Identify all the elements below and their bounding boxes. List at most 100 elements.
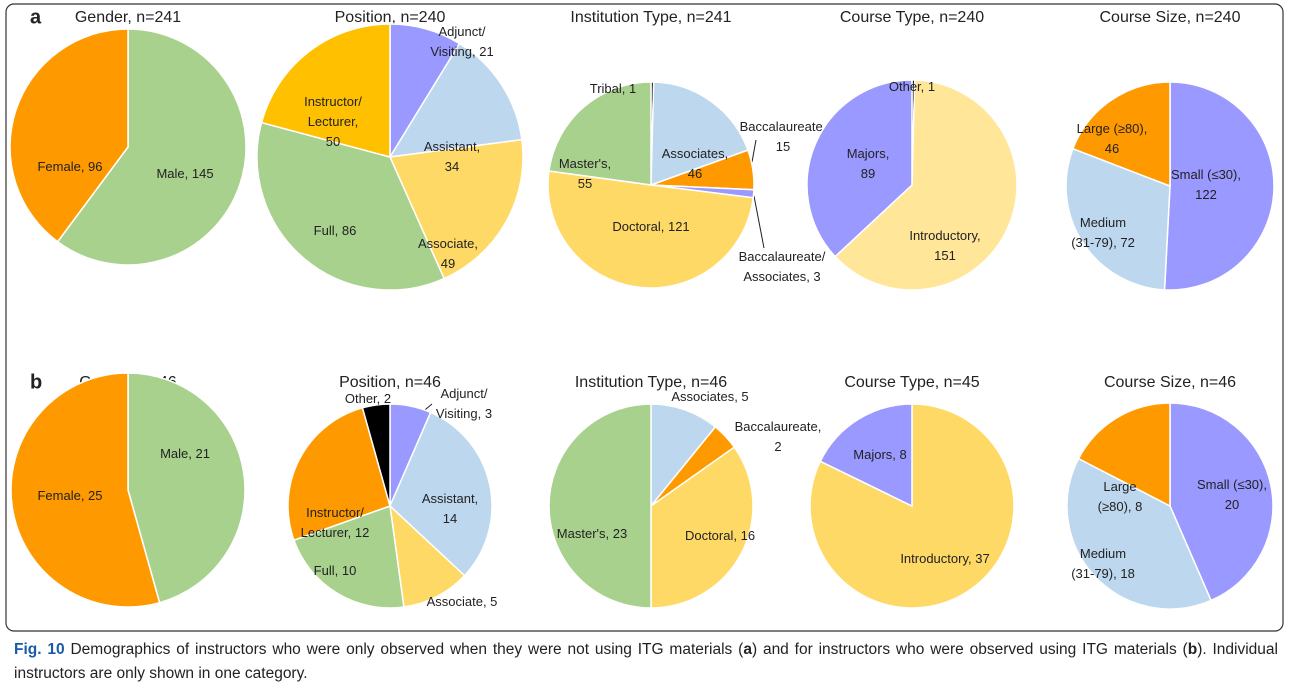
- slice-label: Medium (31-79), 18: [1071, 546, 1135, 581]
- pie-slice: [819, 403, 913, 508]
- slice-label-line: 46: [1105, 141, 1119, 156]
- pie-slice: [1066, 457, 1213, 610]
- pie-slice: [806, 79, 913, 258]
- slice-label-line: Female, 96: [37, 159, 102, 174]
- pie-slice: [1169, 402, 1274, 602]
- slice-label: Small (≤30), 20: [1197, 477, 1267, 512]
- pie-slice: [287, 406, 391, 542]
- pie-slice: [389, 411, 493, 577]
- chart-title: Gender, n=241: [75, 9, 181, 26]
- slice-label: Large (≥80), 46: [1077, 121, 1148, 156]
- slice-label-line: Assistant,: [424, 139, 480, 154]
- pie-slice: [1077, 402, 1171, 508]
- slice-label: Full, 10: [314, 563, 357, 578]
- caption-text: Fig. 10: [14, 641, 65, 658]
- pie-slice: [650, 446, 754, 609]
- figure-border: [5, 3, 1284, 632]
- slice-label-line: 55: [578, 176, 592, 191]
- slice-label-line: 46: [688, 166, 702, 181]
- chart-title: Course Size, n=46: [1104, 374, 1236, 391]
- caption-text: b: [1187, 641, 1198, 658]
- chart-title: Institution Type, n=241: [570, 9, 731, 26]
- slice-label-line: (31-79), 18: [1071, 566, 1135, 581]
- slice-label-line: Introductory,: [909, 228, 980, 243]
- slice-label: Other, 1: [889, 79, 935, 94]
- slice-label-line: Baccalaureate,: [740, 119, 827, 134]
- slice-label: Introductory, 37: [900, 551, 989, 566]
- slice-label-line: Instructor/: [306, 505, 364, 520]
- pie-slice: [292, 504, 405, 609]
- slice-label-line: 50: [326, 134, 340, 149]
- slice-label: Doctoral, 121: [612, 219, 689, 234]
- slice-label-line: Baccalaureate,: [735, 419, 822, 434]
- slice-label: Associate, 49: [418, 236, 478, 271]
- slice-label-line: 49: [441, 256, 455, 271]
- slice-label: Tribal, 1: [590, 81, 636, 96]
- pie-slice: [1065, 147, 1171, 291]
- pie-slice: [9, 28, 129, 243]
- pie-slice: [650, 403, 717, 509]
- slice-label-line: Assistant,: [422, 491, 478, 506]
- pie-slice: [260, 23, 391, 158]
- chart-title: Institution Type, n=46: [575, 374, 727, 391]
- slice-label: Male, 145: [156, 166, 213, 181]
- pie-slice: [256, 121, 446, 291]
- slice-label-line: 34: [445, 159, 459, 174]
- slice-label-line: Master's,: [559, 156, 611, 171]
- slice-label-line: Other, 2: [345, 391, 391, 406]
- slice-label: Introductory, 151: [909, 228, 980, 263]
- slice-label: Large (≥80), 8: [1098, 479, 1143, 514]
- pie-slice: [548, 403, 652, 609]
- caption-text: a: [743, 641, 752, 658]
- slice-label-line: 2: [774, 439, 781, 454]
- slice-label-line: 151: [934, 248, 956, 263]
- slice-label: Full, 86: [314, 223, 357, 238]
- slice-label-line: Visiting, 21: [430, 44, 493, 59]
- slice-label-line: Majors, 8: [853, 447, 906, 462]
- slice-label-line: Introductory, 37: [900, 551, 989, 566]
- slice-label-line: Lecturer,: [308, 114, 359, 129]
- slice-label: Associates, 46: [662, 146, 728, 181]
- slice-label-line: Full, 10: [314, 563, 357, 578]
- pie-slice: [1163, 81, 1275, 291]
- chart-title: Course Size, n=240: [1100, 9, 1241, 26]
- slice-label: Master's, 55: [559, 156, 611, 191]
- panel-label: a: [30, 6, 42, 28]
- slice-label-line: Associate, 5: [427, 594, 498, 609]
- slice-label-line: Associates,: [662, 146, 728, 161]
- slice-label: Adjunct/Visiting, 3: [436, 386, 492, 421]
- slice-label: Medium (31-79), 72: [1071, 215, 1135, 250]
- slice-label-line: Associate,: [418, 236, 478, 251]
- slice-label-line: Associates, 3: [743, 269, 820, 284]
- slice-label: Baccalaureate/Associates, 3: [739, 249, 826, 284]
- leader-line: [751, 139, 757, 163]
- pie-slice: [1071, 81, 1171, 188]
- slice-label: Assistant, 14: [422, 491, 478, 526]
- slice-label-line: Master's, 23: [557, 526, 627, 541]
- slice-label-line: Adjunct/: [439, 24, 486, 39]
- slice-label-line: Male, 21: [160, 446, 210, 461]
- caption: Fig. 10 Demographics of instructors who …: [14, 638, 1278, 686]
- slice-label: Adjunct/Visiting, 21: [430, 24, 493, 59]
- pie-slice: [10, 372, 161, 608]
- slice-label-line: Tribal, 1: [590, 81, 636, 96]
- slice-label-line: 15: [776, 139, 790, 154]
- pie-slice: [650, 81, 749, 187]
- slice-label-line: Lecturer, 12: [301, 525, 370, 540]
- slice-label: Baccalaureate, 2: [735, 419, 822, 454]
- slice-label: Doctoral, 16: [685, 528, 755, 543]
- slice-label-line: Large: [1103, 479, 1136, 494]
- pie-slice: [388, 138, 524, 280]
- pie-slice: [834, 79, 1018, 291]
- slice-label-line: Female, 25: [37, 488, 102, 503]
- chart-title: Course Type, n=240: [840, 9, 984, 26]
- pie-slice: [547, 170, 755, 289]
- caption-text: ). Individual instructors are only shown…: [14, 641, 1278, 682]
- slice-label-line: 122: [1195, 187, 1217, 202]
- slice-label: Majors, 8: [853, 447, 906, 462]
- panel-label: b: [30, 371, 42, 393]
- slice-label-line: Majors,: [847, 146, 890, 161]
- pie-slice: [56, 28, 247, 266]
